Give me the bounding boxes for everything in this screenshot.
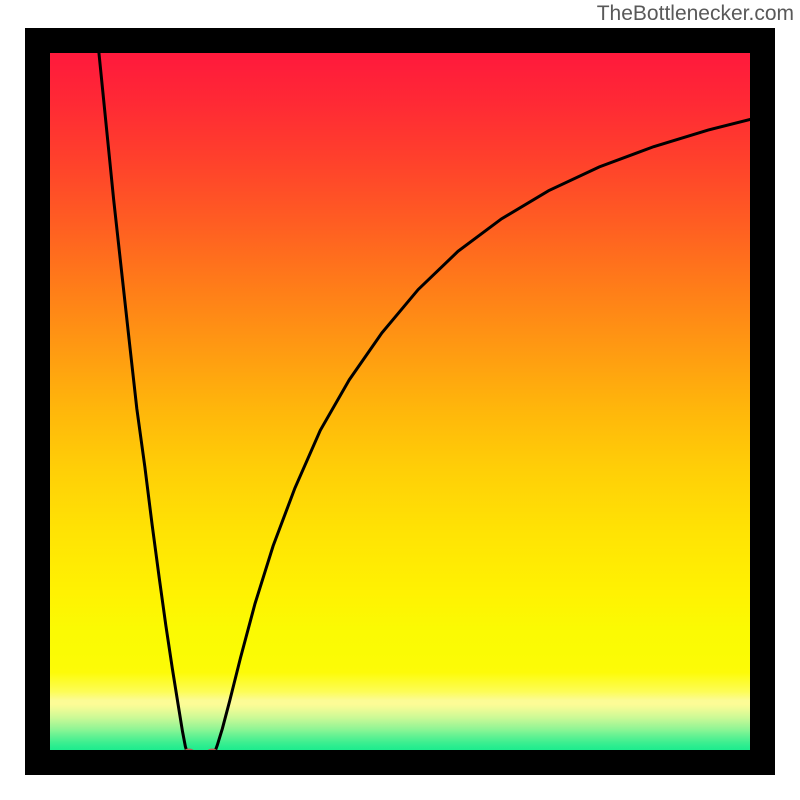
chart-container: TheBottlenecker.com bbox=[0, 0, 800, 800]
plot-background bbox=[38, 41, 763, 763]
attribution-text: TheBottlenecker.com bbox=[597, 2, 794, 26]
bottleneck-chart bbox=[0, 0, 800, 800]
